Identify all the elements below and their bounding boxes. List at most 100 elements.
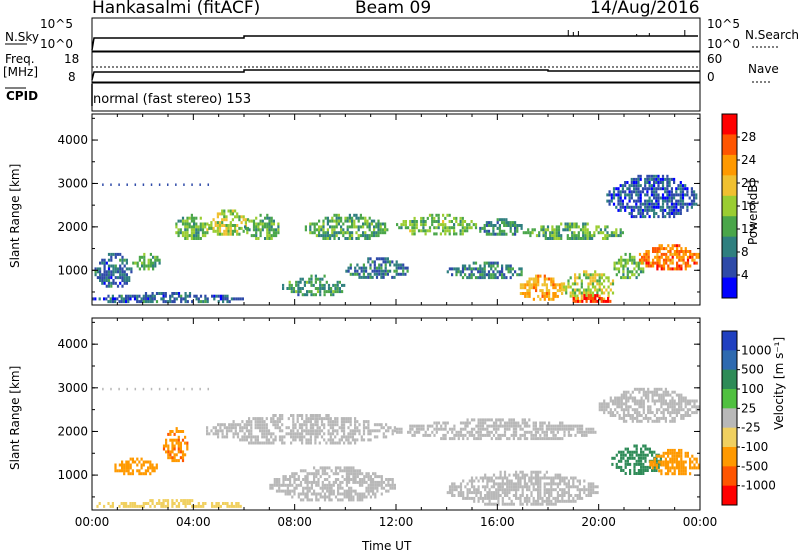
data-cell xyxy=(367,429,370,433)
data-cell xyxy=(301,423,304,427)
data-cell xyxy=(277,231,280,235)
data-cell xyxy=(175,297,178,301)
data-cell xyxy=(633,255,636,259)
data-cell xyxy=(244,218,247,222)
data-cell xyxy=(664,451,667,455)
data-cell xyxy=(620,264,623,268)
data-cell xyxy=(299,483,303,487)
data-cell xyxy=(545,294,548,298)
data-cell xyxy=(415,223,418,227)
data-cell xyxy=(336,432,339,436)
data-cell xyxy=(358,478,362,481)
data-cell xyxy=(328,466,331,470)
data-cell xyxy=(327,287,331,290)
data-cell xyxy=(272,441,275,445)
data-cell xyxy=(190,237,193,240)
data-cell xyxy=(505,221,508,225)
data-cell xyxy=(331,423,335,427)
data-cell xyxy=(603,399,606,403)
data-cell xyxy=(188,294,192,298)
data-cell xyxy=(686,205,689,209)
data-cell xyxy=(219,294,222,298)
data-cell xyxy=(626,193,629,197)
data-cell xyxy=(673,215,676,219)
data-cell xyxy=(487,270,491,274)
data-cell xyxy=(667,466,670,470)
colorbar-tick-label: 16 xyxy=(741,199,756,213)
data-cell xyxy=(367,420,370,424)
data-cell xyxy=(574,279,577,283)
data-cell xyxy=(337,237,340,240)
data-cell xyxy=(631,396,634,400)
data-cell xyxy=(468,276,471,280)
data-cell xyxy=(125,297,128,301)
data-cell xyxy=(598,408,601,412)
data-cell xyxy=(297,293,300,297)
data-cell xyxy=(397,266,400,270)
data-cell xyxy=(306,472,309,476)
data-cell xyxy=(697,466,700,470)
data-cell xyxy=(644,208,647,212)
data-cell xyxy=(625,408,628,412)
data-cell xyxy=(339,483,342,487)
data-cell xyxy=(523,482,526,486)
data-cell xyxy=(691,454,694,458)
data-cell xyxy=(664,208,667,212)
data-cell xyxy=(221,221,224,225)
data-cell xyxy=(250,426,253,430)
data-cell xyxy=(676,267,679,271)
data-cell xyxy=(523,418,526,422)
data-cell xyxy=(180,300,183,304)
data-cell xyxy=(329,417,332,421)
data-cell xyxy=(468,488,471,492)
data-cell xyxy=(184,219,187,223)
data-cell xyxy=(160,504,163,508)
data-cell xyxy=(488,491,491,495)
data-cell xyxy=(639,199,642,203)
data-cell xyxy=(395,269,398,273)
data-cell xyxy=(110,264,113,268)
freq-unit-label: [MHz] xyxy=(3,65,39,79)
data-cell xyxy=(250,435,253,439)
data-cell xyxy=(222,294,225,298)
data-cell xyxy=(473,488,476,492)
data-cell xyxy=(229,224,232,227)
data-cell xyxy=(684,466,687,470)
data-cell xyxy=(103,267,106,271)
data-cell xyxy=(429,424,432,428)
data-cell xyxy=(308,498,311,502)
data-cell xyxy=(537,427,540,431)
data-cell xyxy=(583,291,586,295)
data-cell xyxy=(212,432,215,436)
data-cell xyxy=(292,287,296,290)
data-cell xyxy=(301,441,304,445)
freq-trace xyxy=(91,69,700,81)
data-cell xyxy=(490,221,493,225)
data-cell xyxy=(628,212,631,215)
data-cell xyxy=(155,300,159,304)
data-cell xyxy=(655,387,659,391)
data-cell xyxy=(559,494,562,497)
data-cell xyxy=(364,237,367,240)
data-cell xyxy=(179,456,182,460)
data-cell xyxy=(563,479,566,483)
data-cell xyxy=(563,499,566,503)
data-cell xyxy=(619,202,622,206)
data-cell xyxy=(607,299,610,303)
data-cell xyxy=(307,432,310,436)
data-cell xyxy=(275,483,279,487)
data-cell xyxy=(328,483,331,487)
data-cell xyxy=(162,297,165,301)
data-cell xyxy=(269,486,272,490)
data-cell xyxy=(195,504,198,508)
data-cell xyxy=(268,234,271,238)
data-cell xyxy=(457,430,460,434)
data-cell xyxy=(670,212,673,215)
data-cell xyxy=(201,225,205,229)
data-cell xyxy=(662,264,666,268)
data-cell xyxy=(184,504,187,508)
data-cell xyxy=(679,181,682,184)
data-cell xyxy=(486,494,489,497)
data-cell xyxy=(459,421,463,425)
data-cell xyxy=(130,267,133,271)
